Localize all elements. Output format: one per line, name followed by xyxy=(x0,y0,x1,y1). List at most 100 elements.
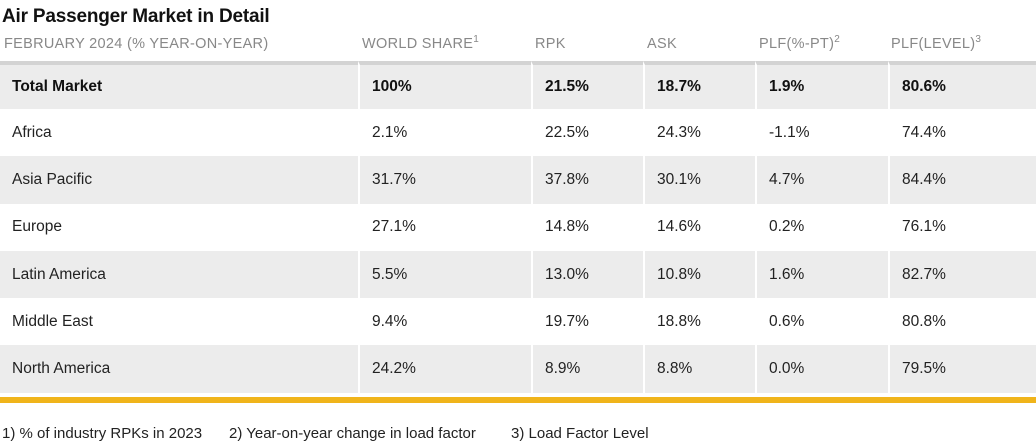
header-period: FEBRUARY 2024 (% YEAR-ON-YEAR) xyxy=(4,36,269,52)
cell-plf-pt-text: 0.0% xyxy=(769,360,805,378)
cell-rpk: 14.8% xyxy=(531,203,643,251)
cell-world-share-text: 100% xyxy=(372,78,412,95)
cell-rpk: 8.9% xyxy=(531,345,643,393)
cell-ask: 18.8% xyxy=(643,298,755,346)
accent-divider xyxy=(0,397,1036,403)
cell-region: Middle East xyxy=(0,298,358,345)
cell-plf-level: 80.6% xyxy=(888,61,1036,109)
cell-world-share: 24.2% xyxy=(358,345,531,393)
cell-world-share-text: 27.1% xyxy=(372,218,416,236)
header-ask: ASK xyxy=(647,36,677,52)
table-row: Middle East 9.4% 19.7% 18.8% 0.6% 80.8% xyxy=(0,298,1036,346)
cell-ask-text: 24.3% xyxy=(657,123,701,141)
cell-region-text: Middle East xyxy=(12,312,93,330)
cell-region-text: Total Market xyxy=(12,78,103,95)
footnote-1: 1) % of industry RPKs in 2023 xyxy=(2,425,203,442)
cell-region: Asia Pacific xyxy=(0,156,358,204)
cell-world-share: 2.1% xyxy=(358,109,531,157)
cell-plf-pt: 4.7% xyxy=(755,156,888,204)
total-row: Total Market 100% 21.5% 18.7% 1.9% 80.6% xyxy=(0,61,1036,109)
cell-plf-level-text: 80.6% xyxy=(902,78,946,95)
cell-world-share-text: 9.4% xyxy=(372,312,408,330)
cell-ask-text: 10.8% xyxy=(657,265,701,283)
cell-region-text: Asia Pacific xyxy=(12,170,93,188)
cell-region: Europe xyxy=(0,204,358,251)
cell-plf-pt-text: 1.9% xyxy=(769,78,805,95)
cell-plf-level: 76.1% xyxy=(888,203,1036,251)
cell-plf-pt-text: 4.7% xyxy=(769,170,805,188)
cell-rpk: 19.7% xyxy=(531,298,643,346)
cell-plf-pt: 1.9% xyxy=(755,61,888,109)
cell-world-share: 100% xyxy=(358,61,531,109)
cell-region-text: Latin America xyxy=(12,265,106,283)
cell-world-share-text: 24.2% xyxy=(372,360,416,378)
cell-plf-pt-text: 1.6% xyxy=(769,265,805,283)
cell-plf-pt-text: 0.2% xyxy=(769,218,805,236)
header-world-share-label: WORLD SHARE xyxy=(362,36,474,52)
cell-ask: 8.8% xyxy=(643,345,755,393)
header-plf-level: PLF(LEVEL)3 xyxy=(891,34,982,52)
cell-region: Latin America xyxy=(0,250,358,299)
header-plf-pt-footnote: 2 xyxy=(834,34,841,46)
table-row: North America 24.2% 8.9% 8.8% 0.0% 79.5% xyxy=(0,345,1036,393)
cell-plf-level-text: 79.5% xyxy=(902,360,946,378)
cell-rpk-text: 22.5% xyxy=(545,123,589,141)
cell-region: North America xyxy=(0,345,358,393)
cell-plf-level-text: 82.7% xyxy=(902,265,946,283)
cell-ask-text: 8.8% xyxy=(657,360,693,378)
cell-region-text: North America xyxy=(12,360,111,378)
cell-region: Africa xyxy=(0,109,358,156)
cell-plf-level-text: 74.4% xyxy=(902,123,946,141)
cell-plf-level: 79.5% xyxy=(888,345,1036,393)
cell-ask-text: 18.8% xyxy=(657,312,701,330)
cell-world-share: 31.7% xyxy=(358,156,531,204)
cell-world-share: 5.5% xyxy=(358,250,531,299)
table-row: Europe 27.1% 14.8% 14.6% 0.2% 76.1% xyxy=(0,203,1036,251)
cell-ask-text: 14.6% xyxy=(657,218,701,236)
cell-plf-pt: -1.1% xyxy=(755,109,888,157)
cell-ask: 30.1% xyxy=(643,156,755,204)
cell-plf-level-text: 84.4% xyxy=(902,170,946,188)
header-plf-level-label: PLF(LEVEL) xyxy=(891,36,976,52)
cell-world-share-text: 31.7% xyxy=(372,170,416,188)
cell-ask: 10.8% xyxy=(643,250,755,299)
cell-ask: 14.6% xyxy=(643,203,755,251)
column-headers: FEBRUARY 2024 (% YEAR-ON-YEAR) WORLD SHA… xyxy=(0,34,1036,56)
cell-plf-pt: 0.2% xyxy=(755,203,888,251)
cell-region-text: Africa xyxy=(12,123,52,141)
header-plf-level-footnote: 3 xyxy=(975,34,982,46)
cell-rpk-text: 8.9% xyxy=(545,360,581,378)
cell-plf-level-text: 80.8% xyxy=(902,312,946,330)
table-row: Asia Pacific 31.7% 37.8% 30.1% 4.7% 84.4% xyxy=(0,156,1036,204)
cell-plf-pt-text: -1.1% xyxy=(769,123,810,141)
cell-plf-pt: 1.6% xyxy=(755,250,888,299)
cell-region: Total Market xyxy=(0,61,358,109)
page-title: Air Passenger Market in Detail xyxy=(2,6,270,27)
cell-rpk: 13.0% xyxy=(531,250,643,299)
header-world-share-footnote: 1 xyxy=(473,34,480,46)
cell-plf-pt-text: 0.6% xyxy=(769,312,805,330)
cell-plf-pt: 0.0% xyxy=(755,345,888,393)
cell-world-share: 27.1% xyxy=(358,203,531,251)
cell-rpk-text: 13.0% xyxy=(545,265,589,283)
cell-rpk: 37.8% xyxy=(531,156,643,204)
market-table: Total Market 100% 21.5% 18.7% 1.9% 80.6% Afric… xyxy=(0,61,1036,393)
cell-ask: 18.7% xyxy=(643,61,755,109)
cell-plf-pt: 0.6% xyxy=(755,298,888,346)
cell-region-text: Europe xyxy=(12,218,62,236)
footnote-3: 3) Load Factor Level xyxy=(511,425,649,442)
cell-rpk-text: 19.7% xyxy=(545,312,589,330)
cell-plf-level-text: 76.1% xyxy=(902,218,946,236)
cell-rpk: 21.5% xyxy=(531,61,643,109)
cell-rpk-text: 21.5% xyxy=(545,78,589,95)
cell-world-share-text: 2.1% xyxy=(372,123,408,141)
header-plf-pt: PLF(%-PT)2 xyxy=(759,34,841,52)
cell-plf-level: 84.4% xyxy=(888,156,1036,204)
cell-world-share-text: 5.5% xyxy=(372,265,408,283)
header-world-share: WORLD SHARE1 xyxy=(362,34,480,52)
table-row: Africa 2.1% 22.5% 24.3% -1.1% 74.4% xyxy=(0,109,1036,157)
cell-world-share: 9.4% xyxy=(358,298,531,346)
cell-rpk: 22.5% xyxy=(531,109,643,157)
cell-plf-level: 82.7% xyxy=(888,250,1036,299)
